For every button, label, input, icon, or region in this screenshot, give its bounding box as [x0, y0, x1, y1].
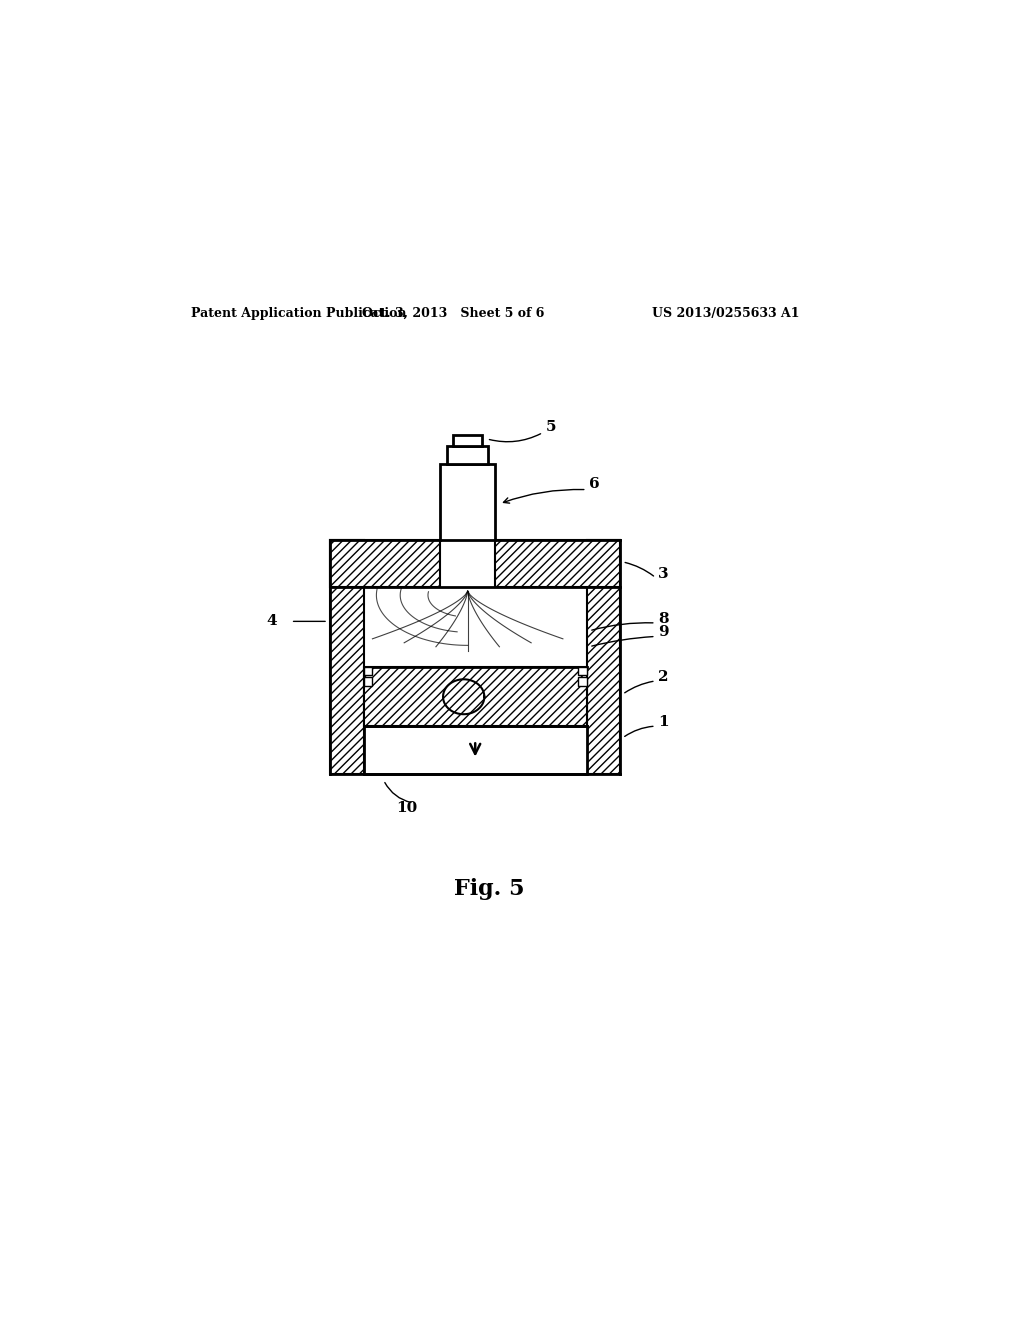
- Polygon shape: [364, 667, 587, 726]
- Polygon shape: [578, 677, 587, 685]
- Polygon shape: [364, 726, 587, 774]
- Text: 10: 10: [396, 801, 418, 814]
- Polygon shape: [454, 434, 482, 446]
- Text: 8: 8: [658, 612, 669, 626]
- Text: 3: 3: [658, 566, 669, 581]
- Text: 1: 1: [658, 715, 669, 729]
- Polygon shape: [364, 677, 373, 685]
- Polygon shape: [447, 446, 488, 465]
- Text: Fig. 5: Fig. 5: [454, 878, 524, 900]
- Polygon shape: [440, 465, 496, 540]
- Polygon shape: [364, 667, 373, 676]
- Polygon shape: [331, 540, 440, 587]
- Polygon shape: [331, 540, 364, 774]
- Polygon shape: [364, 587, 587, 667]
- Text: 2: 2: [658, 671, 669, 684]
- Text: 5: 5: [546, 420, 556, 434]
- Text: 4: 4: [266, 614, 278, 628]
- Polygon shape: [496, 540, 620, 587]
- Text: US 2013/0255633 A1: US 2013/0255633 A1: [652, 308, 800, 319]
- Text: 9: 9: [658, 626, 669, 639]
- Text: 6: 6: [589, 477, 600, 491]
- Text: Oct. 3, 2013   Sheet 5 of 6: Oct. 3, 2013 Sheet 5 of 6: [362, 308, 545, 319]
- Polygon shape: [587, 540, 620, 774]
- Polygon shape: [578, 667, 587, 676]
- Text: Patent Application Publication: Patent Application Publication: [191, 308, 407, 319]
